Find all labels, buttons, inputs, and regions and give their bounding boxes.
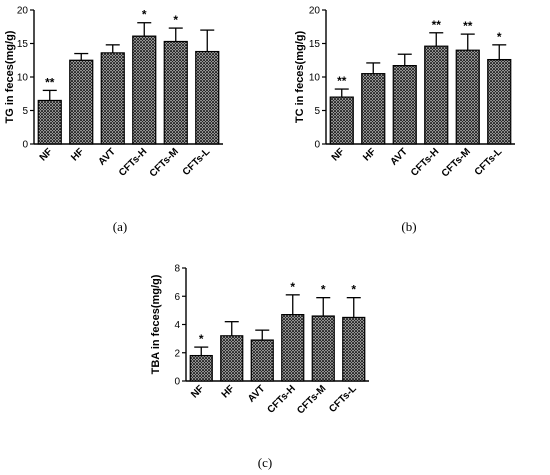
x-category-label: AVT (96, 146, 117, 167)
x-category-label: CFTs-M (148, 146, 181, 179)
x-category-label: CFTs-L (473, 146, 505, 178)
significance-marker: * (142, 8, 147, 22)
panel-label-a: (a) (112, 219, 128, 234)
bar-cfts-m (163, 40, 188, 145)
bar-cfts-h (132, 35, 157, 145)
bar-cfts-l (342, 316, 366, 382)
x-category-label: CFTs-M (440, 146, 473, 179)
y-axis-label: TG in feces(mg/g) (4, 30, 16, 123)
x-category-label: NF (330, 146, 347, 163)
y-tick-label: 0 (22, 140, 28, 151)
x-category-label: CFTs-M (295, 383, 328, 416)
y-axis-label: TBA in feces(mg/g) (150, 274, 162, 374)
panel-label-c: (c) (257, 455, 273, 470)
bar-cfts-h (424, 45, 449, 145)
x-category-label: CFTs-H (265, 383, 297, 415)
bar-cfts-h (281, 314, 305, 382)
bar-nf (37, 99, 62, 145)
x-category-label: AVT (246, 383, 267, 404)
y-tick-label: 0 (314, 140, 320, 151)
x-category-label: CFTs-L (181, 146, 213, 178)
y-tick-label: 2 (174, 348, 180, 359)
x-category-label: CFTs-H (117, 146, 149, 178)
y-tick-label: 5 (22, 106, 28, 117)
tba-bar-chart: 0 2 4 6 8 TBA in feces(mg/g) * NF HF AVT * CFTs-H * C… (150, 264, 369, 417)
y-axis-label: TC in feces(mg/g) (294, 31, 306, 124)
bar-cfts-m (311, 315, 335, 382)
chart-panel-tg: 0 5 10 15 20 TG in feces(mg/g) ** NF HF AVT * CFTs-… (0, 0, 275, 215)
significance-marker: * (321, 283, 326, 297)
significance-marker: ** (45, 75, 55, 89)
x-category-label: HF (220, 383, 237, 400)
y-tick-label: 10 (309, 73, 321, 84)
bar-avt (392, 65, 417, 145)
y-tick-label: 15 (17, 39, 29, 50)
significance-marker: * (173, 13, 178, 27)
bar-nf (329, 96, 354, 145)
y-tick-label: 20 (17, 6, 29, 17)
y-tick-label: 5 (314, 106, 320, 117)
significance-marker: * (199, 332, 204, 346)
y-tick-label: 20 (309, 6, 321, 17)
bar-cfts-m (455, 49, 480, 145)
bar-cfts-l (195, 50, 220, 145)
x-category-label: NF (189, 383, 206, 400)
bar-nf (189, 354, 213, 382)
significance-marker: * (351, 283, 356, 297)
x-category-label: NF (38, 146, 55, 163)
x-category-label: AVT (388, 146, 409, 167)
significance-marker: * (290, 280, 295, 294)
x-category-label: CFTs-H (409, 146, 441, 178)
x-category-label: HF (69, 146, 86, 163)
significance-marker: ** (432, 18, 442, 32)
x-category-label: CFTs-L (327, 383, 359, 415)
y-tick-label: 10 (17, 73, 29, 84)
significance-marker: ** (337, 74, 347, 88)
y-tick-label: 6 (174, 292, 180, 303)
significance-marker: * (497, 30, 502, 44)
panel-label-b: (b) (401, 219, 417, 234)
x-category-label: HF (361, 146, 378, 163)
y-tick-label: 15 (309, 39, 321, 50)
bar-cfts-l (487, 58, 512, 145)
bar-hf (69, 59, 94, 145)
y-tick-label: 0 (174, 377, 180, 388)
bar-hf (220, 335, 244, 382)
chart-panel-tba: 0 2 4 6 8 TBA in feces(mg/g) * NF HF AVT * CFTs-H * C… (140, 250, 400, 445)
chart-panel-tc: 0 5 10 15 20 TC in feces(mg/g) ** NF HF AVT ** CFTs… (290, 0, 550, 215)
tg-bar-chart: 0 5 10 15 20 TG in feces(mg/g) ** NF HF AVT * CFTs-… (4, 6, 223, 180)
significance-marker: ** (463, 19, 473, 33)
bar-avt (100, 52, 125, 145)
tc-bar-chart: 0 5 10 15 20 TC in feces(mg/g) ** NF HF AVT ** CFTs… (294, 6, 515, 180)
bar-hf (361, 73, 386, 145)
y-tick-label: 8 (174, 264, 180, 275)
y-tick-label: 4 (174, 320, 180, 331)
bar-avt (250, 339, 274, 382)
